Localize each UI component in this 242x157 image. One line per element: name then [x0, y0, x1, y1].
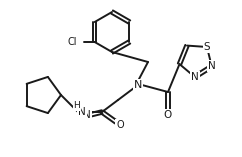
- Text: O: O: [116, 120, 124, 130]
- Text: N: N: [78, 107, 86, 117]
- Text: O: O: [164, 110, 172, 120]
- Text: H: H: [74, 101, 80, 111]
- Text: Cl: Cl: [67, 37, 77, 47]
- Text: N: N: [134, 80, 142, 90]
- Text: N: N: [191, 72, 199, 82]
- Text: N: N: [208, 61, 216, 71]
- Text: S: S: [204, 42, 210, 52]
- Text: N: N: [83, 110, 91, 120]
